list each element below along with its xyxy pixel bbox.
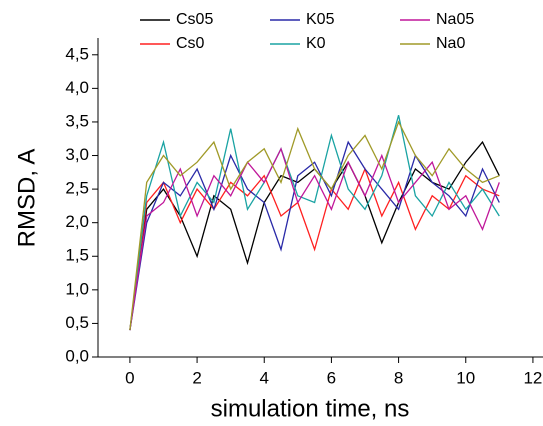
legend-label: Cs05 bbox=[176, 11, 213, 28]
legend-label: K0 bbox=[306, 35, 326, 52]
x-tick-label: 2 bbox=[192, 368, 201, 387]
y-tick-label: 0,0 bbox=[65, 346, 89, 365]
y-tick-label: 3,5 bbox=[65, 111, 89, 130]
y-tick-label: 4,5 bbox=[65, 44, 89, 63]
y-tick-label: 1,0 bbox=[65, 279, 89, 298]
x-tick-label: 12 bbox=[523, 368, 542, 387]
legend-label: Na05 bbox=[436, 11, 474, 28]
y-tick-label: 4,0 bbox=[65, 78, 89, 97]
x-axis-title: simulation time, ns bbox=[211, 395, 410, 422]
legend-label: Na0 bbox=[436, 35, 465, 52]
series-line bbox=[129, 140, 500, 331]
x-tick-label: 4 bbox=[260, 368, 269, 387]
y-tick-label: 2,0 bbox=[65, 212, 89, 231]
x-tick-label: 8 bbox=[394, 368, 403, 387]
series-line bbox=[129, 147, 500, 331]
series-line bbox=[129, 115, 500, 331]
legend-label: Cs0 bbox=[176, 35, 205, 52]
x-tick-label: 10 bbox=[456, 368, 475, 387]
series-line bbox=[129, 120, 500, 331]
y-tick-label: 1,5 bbox=[65, 246, 89, 265]
x-tick-label: 0 bbox=[125, 368, 134, 387]
y-tick-label: 3,0 bbox=[65, 145, 89, 164]
y-tick-label: 2,5 bbox=[65, 179, 89, 198]
y-tick-label: 0,5 bbox=[65, 313, 89, 332]
legend-label: K05 bbox=[306, 11, 335, 28]
y-axis-title: RMSD, A bbox=[13, 149, 40, 248]
series-line bbox=[129, 140, 500, 331]
x-tick-label: 6 bbox=[327, 368, 336, 387]
